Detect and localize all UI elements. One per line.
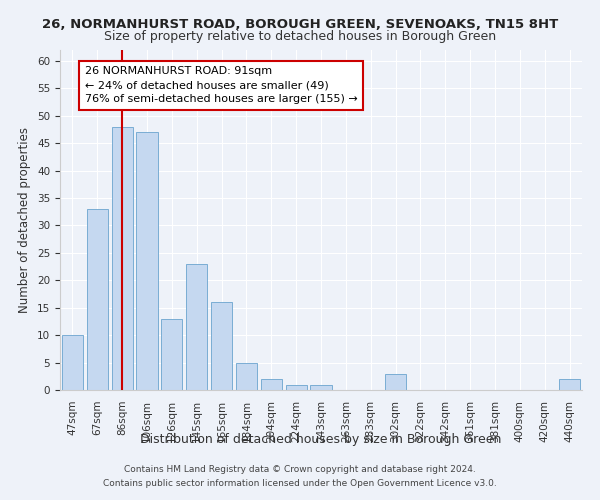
- Bar: [161, 318, 182, 390]
- Bar: [559, 379, 580, 390]
- Bar: [62, 335, 83, 390]
- Text: Contains HM Land Registry data © Crown copyright and database right 2024.
Contai: Contains HM Land Registry data © Crown c…: [103, 466, 497, 487]
- Text: Distribution of detached houses by size in Borough Green: Distribution of detached houses by size …: [140, 432, 502, 446]
- Y-axis label: Number of detached properties: Number of detached properties: [19, 127, 31, 313]
- Bar: [236, 362, 257, 390]
- Bar: [186, 264, 207, 390]
- Bar: [261, 379, 282, 390]
- Bar: [310, 384, 332, 390]
- Bar: [286, 384, 307, 390]
- Bar: [136, 132, 158, 390]
- Text: Size of property relative to detached houses in Borough Green: Size of property relative to detached ho…: [104, 30, 496, 43]
- Bar: [385, 374, 406, 390]
- Text: 26, NORMANHURST ROAD, BOROUGH GREEN, SEVENOAKS, TN15 8HT: 26, NORMANHURST ROAD, BOROUGH GREEN, SEV…: [42, 18, 558, 30]
- Bar: [211, 302, 232, 390]
- Bar: [112, 127, 133, 390]
- Bar: [87, 209, 108, 390]
- Text: 26 NORMANHURST ROAD: 91sqm
← 24% of detached houses are smaller (49)
76% of semi: 26 NORMANHURST ROAD: 91sqm ← 24% of deta…: [85, 66, 358, 104]
